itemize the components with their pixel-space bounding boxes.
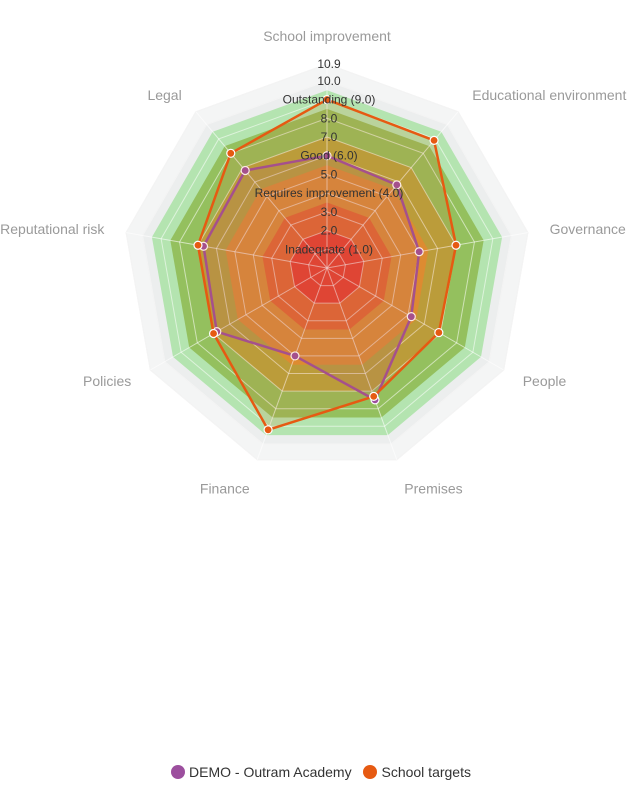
axis-spoke — [326, 232, 528, 269]
axis-label: School improvement — [263, 28, 391, 44]
data-point[interactable] — [322, 151, 332, 161]
data-point[interactable] — [369, 391, 379, 401]
grid-ring-line — [308, 248, 346, 287]
data-point[interactable] — [208, 328, 219, 339]
axis-label: Legal — [147, 87, 181, 103]
ring-label: 10.0 — [317, 74, 341, 88]
legend: DEMO - Outram Academy School targets — [0, 764, 642, 782]
grid-ring-line — [179, 117, 475, 410]
data-point[interactable] — [434, 327, 444, 338]
data-point[interactable] — [193, 240, 203, 250]
grid-ring-line — [271, 211, 383, 322]
grid-ring-line — [289, 230, 365, 304]
data-point[interactable] — [263, 425, 273, 435]
legend-marker-circle-icon — [171, 765, 185, 779]
radar-chart: 10.9 10.0 Outstanding (9.0) 8.0 7.0 Good (6.0… — [0, 28, 626, 496]
grid-ring-line — [160, 99, 494, 427]
data-point[interactable] — [406, 312, 416, 322]
data-point[interactable] — [392, 180, 402, 190]
series-0 — [198, 151, 424, 405]
axis-label: Premises — [404, 480, 462, 496]
ring-label: 2.0 — [321, 224, 338, 238]
axis-labels: School improvement Educational environmen… — [0, 28, 626, 496]
ring-label: 10.9 — [317, 57, 341, 71]
ring-label: Outstanding (9.0) — [283, 93, 376, 107]
ring-labels: 10.9 10.0 Outstanding (9.0) 8.0 7.0 Good (6.0… — [255, 57, 404, 256]
legend-item-school-targets[interactable]: School targets — [363, 764, 471, 780]
ring-label: Inadequate (1.0) — [285, 242, 373, 256]
ring-label: 8.0 — [321, 111, 338, 125]
ring-label: Requires improvement (4.0) — [255, 186, 404, 200]
data-point[interactable] — [414, 247, 424, 257]
legend-label: School targets — [381, 764, 471, 780]
series-line — [202, 154, 421, 402]
ring-label: 7.0 — [321, 130, 338, 144]
grid-ring-line — [197, 136, 457, 392]
data-point[interactable] — [429, 135, 439, 146]
axis-label: People — [523, 373, 567, 389]
axis-spoke — [126, 232, 328, 269]
series-layer — [193, 94, 461, 435]
axis-spoke — [150, 267, 328, 371]
axis-label: Educational environment — [472, 87, 626, 103]
axis-spoke — [195, 111, 328, 269]
axis-label: Governance — [550, 221, 626, 237]
grid-ring-line — [142, 80, 512, 445]
axis-spoke — [326, 267, 398, 460]
axis-label: Finance — [200, 480, 250, 496]
data-point[interactable] — [290, 351, 300, 361]
data-point[interactable] — [322, 94, 332, 105]
axis-spoke — [326, 267, 504, 371]
grid-ring-line — [234, 173, 420, 357]
axis-label: Policies — [83, 373, 131, 389]
ring-label: Good (6.0) — [300, 149, 357, 163]
grid-ring-line — [125, 63, 529, 461]
ring-label: 3.0 — [321, 205, 338, 219]
axis-label: Reputational risk — [0, 221, 105, 237]
data-point[interactable] — [240, 165, 250, 176]
data-point[interactable] — [451, 240, 461, 250]
legend-item-demo-outram-academy[interactable]: DEMO - Outram Academy — [171, 764, 352, 780]
grid-ring-line — [252, 192, 402, 339]
ring-label: 5.0 — [321, 167, 338, 181]
legend-marker-circle-icon — [363, 765, 378, 779]
series-1 — [193, 94, 461, 435]
data-point[interactable] — [226, 148, 236, 158]
series-line — [196, 98, 458, 432]
legend-label: DEMO - Outram Academy — [189, 764, 352, 780]
